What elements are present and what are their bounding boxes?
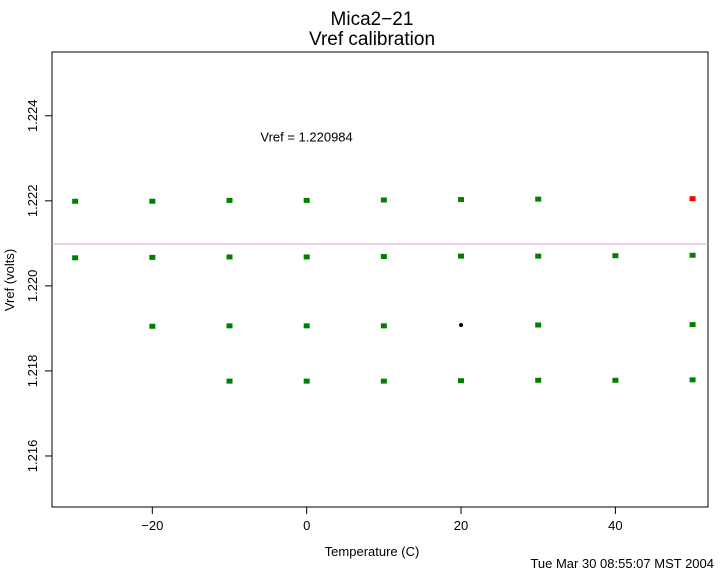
y-tick-label: 1.220 [25,270,40,303]
data-point [149,198,156,204]
plot-frame [51,51,709,508]
x-tick-label: 0 [303,518,310,533]
data-point [458,197,465,203]
y-tick-label: 1.224 [25,100,40,133]
data-point [380,197,387,203]
data-point [72,255,79,261]
data-point [380,323,387,329]
y-tick-label: 1.218 [25,355,40,388]
data-point [226,378,233,384]
data-point [535,253,542,259]
data-point [458,378,465,384]
x-axis-label: Temperature (C) [325,544,420,559]
data-point [535,322,542,328]
data-point [303,254,310,260]
timestamp: Tue Mar 30 08:55:07 MST 2004 [530,556,714,571]
y-axis-label: Vref (volts) [2,249,17,311]
x-tick-label: 40 [608,518,622,533]
data-point [689,322,696,328]
data-point [303,323,310,329]
data-point [689,196,696,202]
data-point [380,378,387,384]
data-point [535,196,542,202]
data-point [459,323,464,327]
data-point [72,198,79,204]
data-point [303,197,310,203]
chart-title: Mica2−21 [331,9,414,30]
data-point [535,377,542,383]
data-point [458,253,465,259]
data-point [303,378,310,384]
x-tick-label: −20 [141,518,163,533]
annotation-label: Vref = 1.220984 [260,129,352,144]
data-point [226,254,233,260]
chart-subtitle: Vref calibration [309,29,435,50]
data-point [689,252,696,258]
y-tick-label: 1.222 [25,185,40,218]
data-point [149,254,156,260]
data-point [612,377,619,383]
y-tick-label: 1.216 [25,440,40,473]
data-point [380,254,387,260]
data-point [612,253,619,259]
x-tick-label: 20 [454,518,468,533]
data-point [689,377,696,383]
data-point [226,323,233,329]
data-point [149,323,156,329]
data-point [226,197,233,203]
